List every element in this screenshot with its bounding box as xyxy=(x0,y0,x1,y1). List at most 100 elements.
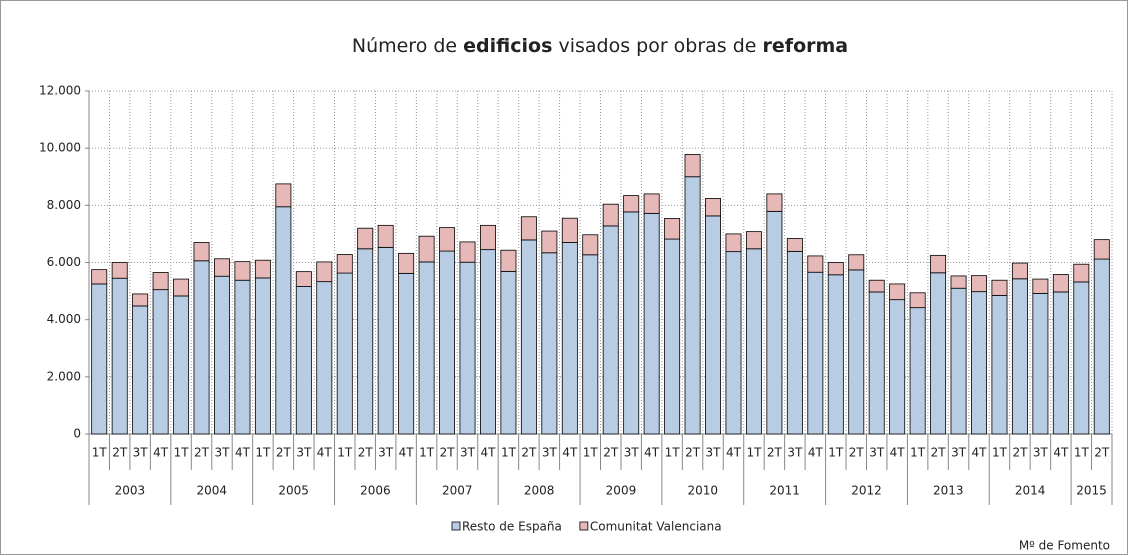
bar-segment xyxy=(541,230,558,254)
x-tick-label: 2T xyxy=(1012,446,1028,460)
title-part: reforma xyxy=(763,35,849,57)
x-tick-label: 2T xyxy=(521,446,537,460)
y-tick-label: 12.000 xyxy=(39,84,81,98)
bar-segment xyxy=(336,254,353,274)
year-label: 2015 xyxy=(1076,484,1107,498)
bar-segment xyxy=(684,154,701,178)
bar-segment xyxy=(745,248,762,435)
bar-segment xyxy=(295,271,312,287)
title-part: edificios xyxy=(463,35,552,57)
y-tick-label: 8.000 xyxy=(47,198,81,212)
bar-segment xyxy=(336,272,353,435)
x-tick-label: 4T xyxy=(235,446,251,460)
bar-segment xyxy=(91,283,108,435)
x-tick-label: 4T xyxy=(480,446,496,460)
x-tick-label: 4T xyxy=(644,446,660,460)
x-tick-label: 2T xyxy=(358,446,374,460)
bar-segment xyxy=(766,193,783,212)
bar-segment xyxy=(807,255,824,273)
x-tick-label: 4T xyxy=(726,446,742,460)
x-tick-label: 2T xyxy=(194,446,210,460)
year-label: 2005 xyxy=(278,484,309,498)
bar-segment xyxy=(520,239,537,435)
bar-segment xyxy=(909,292,926,309)
bar-segment xyxy=(439,227,456,252)
bar-segment xyxy=(234,279,251,435)
bar-segment xyxy=(132,293,149,307)
bar-segment xyxy=(1032,292,1049,435)
bar-segment xyxy=(173,278,190,297)
bar-segment xyxy=(541,252,558,435)
bar-segment xyxy=(745,231,762,250)
x-tick-label: 2T xyxy=(440,446,456,460)
bar-segment xyxy=(623,195,640,213)
bar-segment xyxy=(459,241,476,263)
x-tick-label: 1T xyxy=(746,446,762,460)
x-tick-label: 1T xyxy=(92,446,108,460)
y-tick-label: 4.000 xyxy=(47,312,81,326)
bar-segment xyxy=(766,210,783,435)
x-tick-label: 3T xyxy=(215,446,231,460)
bar-segment xyxy=(950,275,967,289)
x-tick-label: 1T xyxy=(665,446,681,460)
bar-segment xyxy=(725,251,742,435)
bar-segment xyxy=(377,224,394,248)
year-label: 2003 xyxy=(115,484,146,498)
bar-segment xyxy=(664,218,681,240)
bar-segment xyxy=(214,275,230,435)
bar-segment xyxy=(561,217,578,243)
legend-swatch xyxy=(579,521,589,531)
bar-segment xyxy=(316,281,333,435)
year-label: 2011 xyxy=(769,484,800,498)
x-tick-label: 1T xyxy=(419,446,435,460)
x-tick-label: 2T xyxy=(1094,446,1110,460)
x-tick-label: 3T xyxy=(951,446,967,460)
bar-segment xyxy=(582,234,599,256)
bar-segment xyxy=(602,203,619,227)
bar-segment xyxy=(582,254,599,435)
bar-segment xyxy=(275,183,292,208)
source: Mº de Fomento xyxy=(1019,539,1110,553)
bar-segment xyxy=(1011,262,1028,280)
bar-segment xyxy=(193,260,210,435)
bar-segment xyxy=(561,242,578,435)
bar-segment xyxy=(1093,239,1110,260)
bar-segment xyxy=(705,198,722,217)
x-tick-label: 4T xyxy=(808,446,824,460)
bar-segment xyxy=(705,215,722,435)
bar-segment xyxy=(111,262,128,279)
y-tick-label: 0 xyxy=(73,427,81,441)
bar-segment xyxy=(254,259,271,279)
bar-segment xyxy=(439,250,456,435)
bar-segment xyxy=(479,224,496,251)
bar-segment xyxy=(418,235,435,263)
x-tick-label: 1T xyxy=(910,446,926,460)
bar-segment xyxy=(1073,281,1090,435)
bar-segment xyxy=(1032,278,1049,294)
bar-segment xyxy=(316,261,333,283)
bar-segment xyxy=(152,272,169,291)
bar-segment xyxy=(950,287,967,435)
bar-segment xyxy=(971,291,987,435)
bar-segment xyxy=(684,176,701,435)
year-label: 2014 xyxy=(1015,484,1046,498)
bar-segment xyxy=(643,212,660,435)
x-tick-label: 4T xyxy=(972,446,988,460)
legend-label: Comunitat Valenciana xyxy=(590,520,722,534)
x-tick-label: 1T xyxy=(992,446,1008,460)
x-tick-label: 4T xyxy=(562,446,578,460)
bar-segment xyxy=(152,289,169,435)
bar-segment xyxy=(868,291,885,435)
x-tick-label: 1T xyxy=(255,446,271,460)
x-tick-label: 4T xyxy=(317,446,333,460)
bar-segment xyxy=(971,275,987,293)
bar-segment xyxy=(1052,274,1069,293)
bar-segment xyxy=(602,225,619,435)
bar-segment xyxy=(132,305,149,435)
bar-segment xyxy=(991,294,1008,435)
bar-segment xyxy=(520,216,537,241)
x-tick-label: 2T xyxy=(685,446,701,460)
bar-segment xyxy=(111,277,128,435)
year-label: 2004 xyxy=(196,484,227,498)
x-tick-label: 3T xyxy=(787,446,803,460)
